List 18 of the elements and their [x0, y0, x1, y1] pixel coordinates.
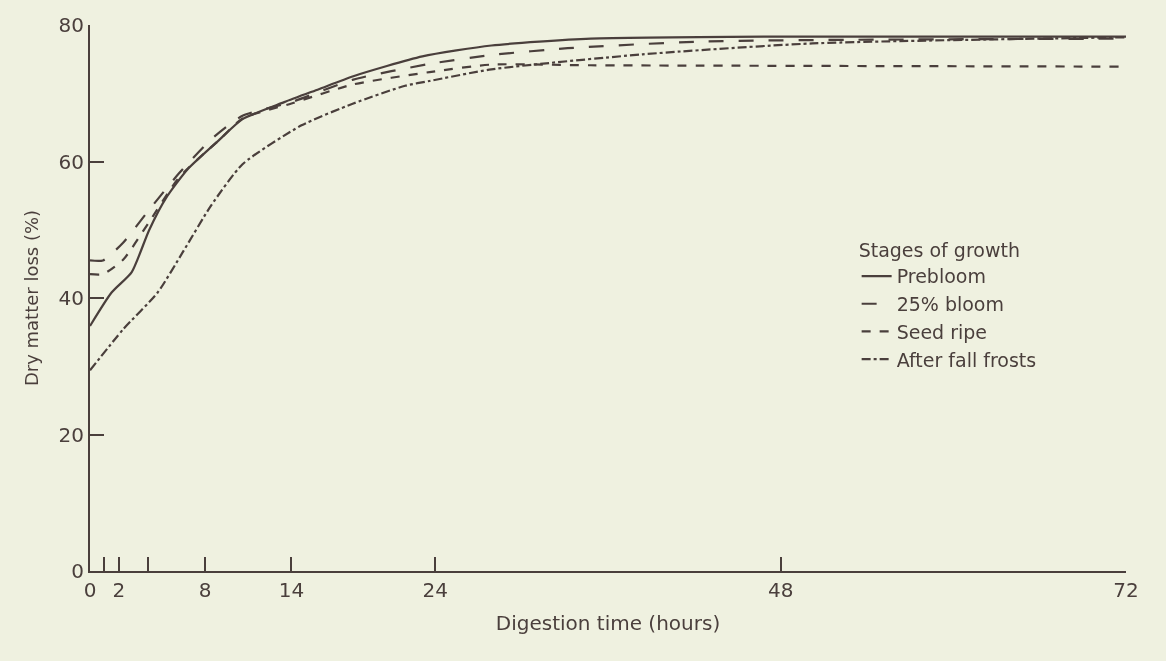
legend-label: Prebloom [896, 265, 986, 288]
x-tick-label: 14 [278, 578, 305, 602]
y-tick-label: 0 [71, 559, 84, 583]
x-tick-label: 8 [198, 578, 212, 602]
y-tick-label: 20 [58, 422, 84, 447]
y-tick-label: 60 [58, 149, 84, 174]
x-tick-label: 24 [422, 578, 449, 602]
y-tick-label: 40 [58, 286, 84, 310]
x-tick-label: 72 [1113, 578, 1139, 602]
legend-title: Stages of growth [858, 239, 1020, 262]
legend-label: After fall frosts [896, 348, 1037, 371]
x-tick-label: 48 [767, 578, 794, 602]
x-tick-label: 2 [112, 578, 126, 602]
x-axis-title: Digestion time (hours) [495, 611, 721, 635]
y-tick-label: 80 [58, 13, 84, 37]
legend-label: Seed ripe [896, 320, 988, 343]
legend-label: 25% bloom [896, 293, 1005, 316]
y-axis-title: Dry matter loss (%) [21, 209, 43, 387]
